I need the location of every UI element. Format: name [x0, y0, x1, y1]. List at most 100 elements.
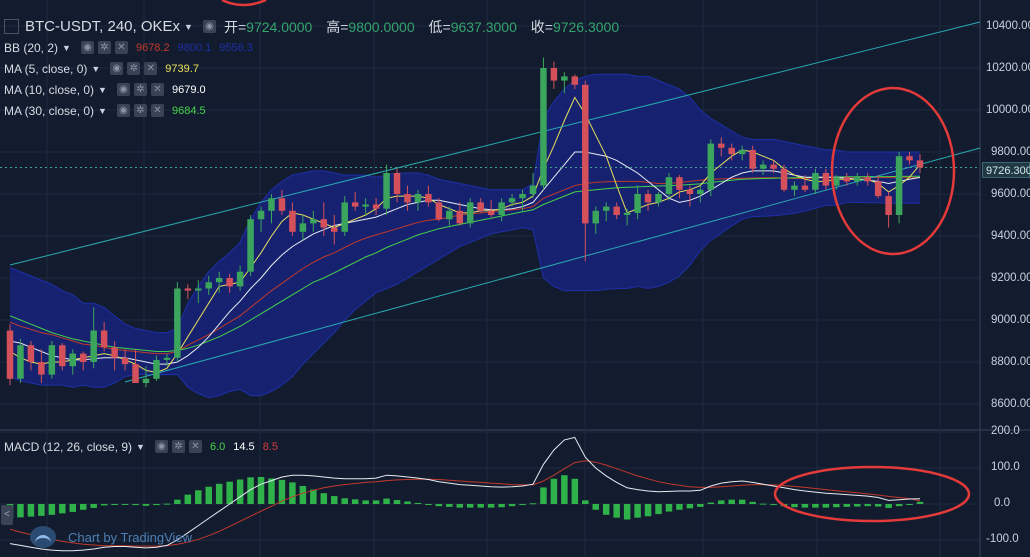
candle-body: [404, 194, 411, 203]
chart-legend: BTC-USDT, 240, OKEx ▼ ◉ 开=9724.0000 高=98…: [4, 16, 629, 121]
macd-histogram-bar: [833, 504, 840, 508]
eye-icon[interactable]: ◉: [110, 62, 124, 75]
close-icon[interactable]: ✕: [144, 62, 158, 75]
eye-icon[interactable]: ◉: [154, 440, 168, 453]
price-tick: 9800.00: [991, 146, 1030, 158]
candle-body: [195, 288, 202, 291]
candle-body: [69, 353, 77, 367]
chevron-down-icon[interactable]: ▼: [136, 441, 145, 452]
macd-histogram-bar: [634, 504, 641, 518]
gear-icon[interactable]: ✲: [133, 104, 147, 117]
candle-body: [623, 212, 631, 215]
ohlc-low-value: 9637.3000: [450, 18, 517, 35]
indicator-bb[interactable]: BB (20, 2) ▼ ◉ ✲ ✕ 9678.2 9800.1 9556.3: [4, 37, 629, 58]
candle-body: [697, 189, 704, 194]
eye-icon[interactable]: ◉: [116, 104, 130, 117]
candle-body: [289, 210, 296, 232]
candle-body: [676, 177, 683, 190]
close-icon[interactable]: ✕: [114, 41, 128, 54]
candle-body: [142, 378, 150, 383]
eye-icon[interactable]: ◉: [80, 41, 94, 54]
chevron-down-icon[interactable]: ▼: [98, 84, 107, 95]
indicator-ma30-label[interactable]: MA (30, close, 0): [4, 103, 95, 118]
macd-histogram-bar: [38, 504, 45, 516]
macd-histogram-bar: [268, 478, 275, 504]
candle-body: [163, 357, 171, 360]
macd-tick: 0.0: [994, 497, 1010, 509]
close-icon[interactable]: ✕: [150, 83, 164, 96]
indicator-macd-label[interactable]: MACD (12, 26, close, 9): [4, 439, 133, 454]
scroll-left-button[interactable]: <: [1, 505, 13, 525]
macd-histogram-bar: [686, 504, 694, 509]
macd-signal-value: 8.5: [262, 440, 278, 453]
ohlc-low-label: 低: [428, 18, 443, 35]
indicator-macd[interactable]: MACD (12, 26, close, 9) ▼ ◉ ✲ ✕ 6.0 14.5…: [4, 436, 278, 457]
macd-histogram-bar: [550, 478, 558, 504]
candle-body: [477, 202, 484, 211]
bollinger-basis-line: [9, 176, 920, 355]
macd-histogram-bar: [435, 504, 443, 507]
macd-histogram-bar: [289, 482, 296, 504]
gear-icon[interactable]: ✲: [97, 41, 111, 54]
close-icon[interactable]: ✕: [150, 104, 164, 117]
macd-tick: 200.0: [991, 425, 1020, 437]
price-tick: 8800.00: [991, 356, 1030, 368]
symbol-dropdown-icon[interactable]: ▼: [184, 21, 193, 32]
gear-icon[interactable]: ✲: [127, 62, 141, 75]
candle-body: [59, 345, 66, 367]
candle-body: [236, 271, 244, 287]
symbol-title[interactable]: BTC-USDT, 240, OKEx: [25, 17, 181, 35]
macd-histogram-bar: [644, 504, 652, 517]
macd-histogram-bar: [561, 475, 568, 504]
close-icon[interactable]: ✕: [188, 440, 202, 453]
candle-body: [519, 194, 526, 199]
candle-body: [278, 198, 286, 211]
macd-histogram-bar: [613, 504, 620, 518]
macd-histogram-bar: [100, 504, 108, 506]
macd-histogram-bar: [226, 481, 233, 504]
indicator-ma30[interactable]: MA (30, close, 0) ▼ ◉ ✲ ✕ 9684.5: [4, 100, 629, 121]
macd-histogram-bar: [372, 500, 380, 504]
indicator-ma5[interactable]: MA (5, close, 0) ▼ ◉ ✲ ✕ 9739.7: [4, 58, 629, 79]
chevron-down-icon[interactable]: ▼: [91, 63, 101, 74]
collapse-legend-button[interactable]: [4, 19, 19, 34]
indicator-ma10-label[interactable]: MA (10, close, 0): [4, 82, 95, 97]
gear-icon[interactable]: ✲: [171, 440, 185, 453]
macd-tick: -100.0: [986, 533, 1019, 545]
macd-histogram-bar: [498, 504, 505, 508]
indicator-ma5-label[interactable]: MA (5, close, 0): [4, 61, 88, 76]
tradingview-watermark[interactable]: Chart by TradingView: [30, 526, 192, 548]
macd-histogram-bar: [362, 500, 369, 504]
macd-histogram-bar: [132, 504, 139, 506]
macd-histogram-bar: [623, 504, 631, 520]
symbol-visibility-icon[interactable]: ◉: [202, 20, 216, 33]
macd-histogram-bar: [446, 504, 453, 507]
price-tick: 9000.00: [991, 314, 1030, 326]
macd-histogram-bar: [90, 504, 97, 508]
indicator-ma5-value: 9739.7: [165, 62, 199, 75]
macd-line-value: 14.5: [233, 440, 255, 453]
ohlc-close-value: 9726.3000: [552, 18, 620, 35]
candle-body: [414, 194, 422, 203]
indicator-ma10[interactable]: MA (10, close, 0) ▼ ◉ ✲ ✕ 9679.0: [4, 79, 629, 100]
candle-body: [446, 210, 453, 220]
annotation-ellipse-macd: [773, 465, 971, 523]
candle-body: [665, 177, 673, 194]
indicator-bb-basis: 9678.2: [135, 41, 170, 54]
macd-histogram-bar: [27, 504, 35, 517]
gear-icon[interactable]: ✲: [133, 83, 147, 96]
eye-icon[interactable]: ◉: [116, 83, 130, 96]
macd-tick: 100.0: [991, 461, 1020, 473]
candle-body: [895, 156, 903, 215]
chevron-down-icon[interactable]: ▼: [62, 42, 71, 53]
macd-histogram-bar: [749, 501, 756, 504]
macd-histogram-bar: [153, 504, 160, 506]
macd-histogram-bar: [121, 504, 129, 505]
candle-body: [17, 345, 24, 379]
candle-body: [801, 185, 809, 190]
macd-histogram-bar: [676, 504, 683, 510]
indicator-bb-label[interactable]: BB (20, 2): [4, 40, 59, 55]
chevron-down-icon[interactable]: ▼: [98, 105, 107, 116]
symbol-row: BTC-USDT, 240, OKEx ▼ ◉ 开=9724.0000 高=98…: [4, 16, 629, 37]
